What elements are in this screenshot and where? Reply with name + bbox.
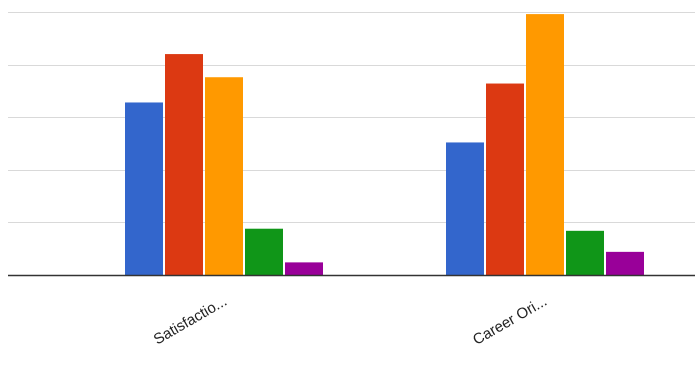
gridlines [8,12,695,223]
bar [285,262,323,275]
bar [165,54,203,275]
category-label: Career Ori... [470,293,550,349]
bar [486,83,524,275]
category-label: Satisfactio... [151,293,230,349]
bar [526,14,564,275]
bar [446,142,484,275]
bar [566,230,604,275]
category-labels: Satisfactio... Career Ori... [151,293,550,349]
bar [606,251,644,275]
bar [245,228,283,275]
bar [125,102,163,275]
bar [205,77,243,275]
bars [125,14,644,275]
